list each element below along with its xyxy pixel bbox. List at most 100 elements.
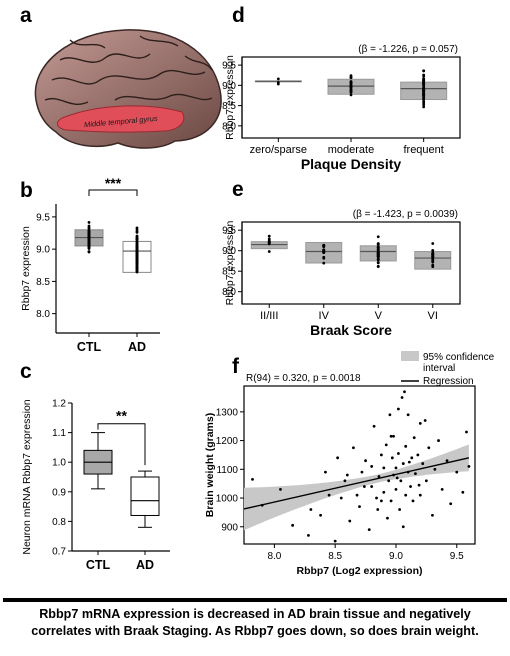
y-tick-label: 1.0 [52, 458, 66, 469]
data-point [376, 243, 380, 246]
data-point [411, 499, 415, 503]
y-tick-label: 9.5 [222, 226, 236, 237]
data-point [422, 69, 426, 73]
x-axis-label: Plaque Density [301, 156, 402, 172]
data-point [87, 227, 91, 230]
data-point [376, 261, 380, 265]
data-point [376, 258, 380, 261]
x-tick-label: 8.0 [267, 551, 281, 562]
y-tick-label: 8.0 [36, 309, 50, 320]
data-point [399, 479, 403, 483]
x-tick-label: IV [319, 310, 330, 322]
data-point [135, 254, 139, 257]
data-point [135, 260, 139, 263]
data-point [135, 251, 139, 255]
data-point [87, 231, 91, 235]
data-point [431, 513, 434, 517]
panel-label-f: f [232, 355, 240, 378]
data-point [412, 436, 416, 440]
x-tick-label: 8.5 [328, 551, 342, 562]
data-point [372, 424, 376, 428]
data-point [349, 93, 353, 97]
data-point [417, 483, 421, 487]
data-point [397, 407, 400, 411]
x-tick-label: CTL [86, 558, 111, 572]
data-point [388, 413, 392, 417]
data-point [343, 479, 347, 483]
data-point [324, 470, 327, 474]
data-point [279, 488, 282, 491]
y-tick-label: 9.5 [222, 61, 236, 72]
data-point [387, 479, 391, 483]
y-axis-label: Rbbp7 expression [224, 221, 236, 306]
data-point [360, 470, 364, 474]
data-point [327, 493, 331, 497]
data-point [135, 264, 139, 268]
data-point [352, 446, 355, 450]
plot-frame [243, 385, 476, 545]
data-point [87, 224, 91, 228]
data-point [307, 533, 310, 537]
x-tick-label: zero/sparse [250, 144, 307, 156]
data-point [422, 100, 426, 103]
y-tick-label: 9.0 [222, 81, 236, 92]
data-point [322, 250, 326, 254]
data-point [445, 459, 449, 463]
data-point [349, 86, 353, 90]
data-point [377, 475, 381, 478]
x-tick-label: AD [136, 558, 154, 572]
y-axis-label: Brain weight (grams) [204, 413, 216, 517]
data-point [401, 462, 405, 465]
data-point [390, 456, 394, 460]
figure-caption: Rbbp7 mRNA expression is decreased in AD… [0, 606, 510, 640]
data-point [423, 419, 427, 422]
legend-ci-label-2: interval [423, 363, 455, 374]
data-point [409, 485, 412, 488]
panel-label-d: d [232, 4, 245, 27]
data-point [422, 97, 426, 101]
data-point [135, 226, 139, 230]
data-point [370, 485, 374, 488]
y-tick-label: 1.1 [52, 428, 66, 439]
panel-f-scatter: 8.0 8.5 9.0 9.5 900 1000 1100 1200 1300 Rbbp7 (Lo… [204, 351, 495, 577]
y-tick-label: 1200 [216, 436, 239, 447]
data-point [135, 256, 139, 260]
panel-label-c: c [20, 360, 32, 383]
data-point [395, 476, 399, 480]
y-tick-label: 8.0 [222, 287, 236, 298]
stat-annotation: (β = -1.423, p = 0.0039) [353, 209, 458, 220]
y-tick-label: 900 [221, 522, 238, 533]
data-point [407, 460, 411, 464]
data-point [322, 256, 326, 260]
data-point [345, 473, 349, 477]
data-point [370, 465, 374, 468]
data-point [135, 249, 139, 253]
data-point [348, 519, 352, 523]
data-point [431, 259, 435, 262]
panel-label-e: e [232, 178, 244, 201]
x-axis-label: Rbbp7 (Log2 expression) [296, 565, 422, 577]
data-point [431, 263, 435, 267]
data-point [362, 485, 366, 488]
y-tick-label: 0.9 [52, 487, 66, 498]
data-point [267, 234, 271, 238]
data-point [465, 430, 468, 434]
data-point [251, 477, 254, 481]
data-point [394, 466, 398, 470]
x-tick-label: V [375, 310, 383, 322]
data-point [422, 105, 426, 109]
y-tick-label: 1100 [216, 465, 238, 476]
panel-c-boxplot: 0.7 0.8 0.9 1.0 1.1 1.2 Neuron mRNA Rbbp7 expr… [21, 399, 170, 572]
data-point [87, 237, 91, 241]
data-point [422, 92, 426, 96]
legend-ci-swatch [401, 351, 419, 361]
data-point [431, 251, 435, 255]
data-point [135, 266, 139, 270]
data-point [386, 516, 389, 520]
data-point [336, 456, 340, 460]
data-point [431, 254, 435, 258]
data-point [87, 250, 91, 253]
data-point [389, 434, 393, 438]
data-point [404, 444, 408, 448]
stat-annotation: (β = -1.226, p = 0.057) [358, 44, 458, 55]
